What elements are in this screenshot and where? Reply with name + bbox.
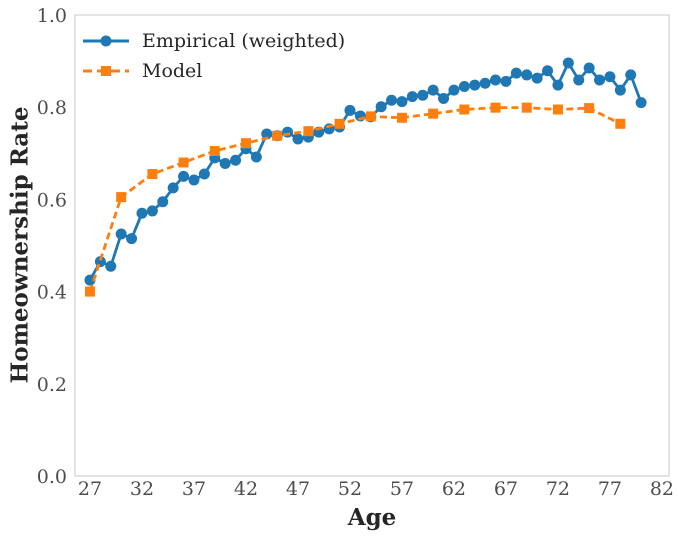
model-point-marker — [240, 138, 251, 149]
empirical-point-marker — [250, 151, 262, 163]
model-point-marker — [428, 108, 439, 119]
model-point-marker — [490, 102, 501, 113]
model-point-marker — [303, 126, 314, 137]
x-tick-label: 42 — [234, 478, 258, 500]
empirical-point-marker — [635, 97, 647, 109]
y-tick-label: 0.0 — [37, 466, 67, 488]
model-point-marker — [521, 102, 532, 113]
y-tick-label: 0.6 — [37, 189, 67, 211]
model-point-marker — [615, 118, 626, 129]
model-point-marker — [116, 192, 127, 203]
x-tick-label: 72 — [546, 478, 570, 500]
empirical-point-marker — [178, 170, 190, 182]
empirical-point-marker — [573, 74, 585, 86]
empirical-point-marker — [406, 91, 418, 103]
x-tick-label: 67 — [494, 478, 518, 500]
empirical-point-marker — [438, 92, 450, 104]
empirical-point-marker — [198, 168, 210, 180]
empirical-point-marker — [469, 79, 481, 91]
empirical-point-marker — [84, 274, 96, 286]
empirical-point-marker — [479, 77, 491, 89]
model-line — [88, 106, 621, 293]
empirical-point-marker — [427, 84, 439, 96]
legend-item-empirical: Empirical (weighted) — [83, 26, 345, 56]
empirical-point-marker — [167, 182, 179, 194]
x-tick-label: 37 — [182, 478, 206, 500]
empirical-point-marker — [510, 67, 522, 79]
x-tick-label: 57 — [390, 478, 414, 500]
plot-border — [74, 14, 670, 477]
model-point-marker — [552, 104, 563, 115]
legend-item-model: Model — [83, 56, 345, 86]
empirical-point-marker — [531, 72, 543, 84]
empirical-point-marker — [188, 174, 200, 186]
empirical-point-marker — [448, 84, 460, 96]
y-tick-label: 1.0 — [37, 5, 67, 27]
x-axis-label: Age — [347, 504, 397, 531]
model-point-marker — [272, 130, 283, 141]
x-tick-label: 77 — [598, 478, 622, 500]
legend-marker-sample — [100, 35, 112, 47]
x-tick-label: 32 — [130, 478, 154, 500]
empirical-point-marker — [500, 75, 512, 87]
model-point-marker — [584, 103, 595, 114]
empirical-line-swatch-icon — [83, 35, 129, 47]
legend-label-empirical: Empirical (weighted) — [142, 30, 346, 52]
legend-marker-sample — [101, 66, 111, 76]
empirical-point-marker — [105, 260, 117, 272]
empirical-point-marker — [458, 80, 470, 92]
model-point-marker — [84, 286, 95, 297]
x-tick-label: 62 — [442, 478, 466, 500]
model-point-marker — [147, 169, 158, 180]
empirical-point-marker — [583, 62, 595, 74]
y-tick-label: 0.8 — [37, 97, 67, 119]
y-tick-label: 0.2 — [37, 374, 67, 396]
model-line-swatch-icon — [83, 66, 129, 76]
empirical-point-marker — [126, 233, 138, 245]
model-point-marker — [178, 157, 189, 168]
empirical-point-marker — [157, 196, 169, 208]
model-point-marker — [365, 111, 376, 122]
x-tick-label: 47 — [286, 478, 310, 500]
empirical-point-marker — [396, 96, 408, 108]
empirical-point-marker — [115, 228, 127, 240]
model-point-marker — [396, 112, 407, 123]
empirical-point-marker — [261, 128, 273, 140]
x-tick-label: 27 — [78, 478, 102, 500]
empirical-point-marker — [552, 79, 564, 91]
x-tick-label: 82 — [650, 478, 674, 500]
empirical-point-marker — [594, 74, 606, 86]
empirical-point-marker — [386, 94, 398, 106]
y-tick-label: 0.4 — [37, 282, 67, 304]
x-tick-label: 52 — [338, 478, 362, 500]
empirical-point-marker — [146, 205, 158, 217]
empirical-point-marker — [614, 84, 626, 96]
empirical-point-marker — [292, 133, 304, 145]
empirical-point-marker — [562, 57, 574, 69]
legend-label-model: Model — [142, 60, 203, 82]
empirical-line — [88, 59, 643, 281]
empirical-point-marker — [625, 69, 637, 81]
empirical-point-marker — [417, 89, 429, 101]
empirical-point-marker — [230, 154, 242, 166]
empirical-point-marker — [604, 71, 616, 83]
empirical-point-marker — [219, 157, 231, 169]
model-point-marker — [209, 145, 220, 156]
model-point-marker — [459, 104, 470, 115]
legend: Empirical (weighted) Model — [83, 26, 345, 86]
empirical-point-marker — [136, 207, 148, 219]
empirical-point-marker — [490, 74, 502, 86]
model-point-marker — [334, 118, 345, 129]
y-axis-label: Homeownership Rate — [6, 106, 34, 384]
empirical-point-marker — [542, 65, 554, 77]
empirical-point-marker — [344, 104, 356, 116]
empirical-point-marker — [375, 101, 387, 113]
empirical-point-marker — [521, 69, 533, 81]
